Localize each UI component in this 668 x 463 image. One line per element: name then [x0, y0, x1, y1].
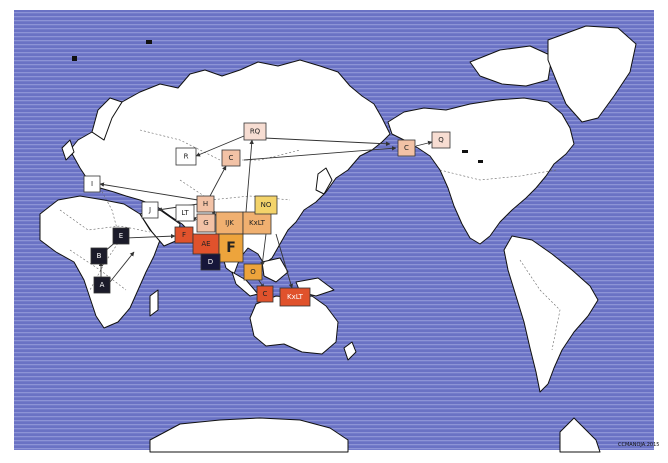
- haplogroup-label: A: [100, 281, 105, 289]
- haplogroup-box-r: R: [175, 147, 197, 166]
- haplogroup-box-g: G: [196, 213, 216, 233]
- lake-mark: [462, 150, 468, 153]
- haplogroup-label: B: [97, 252, 102, 260]
- britain-landmass: [61, 139, 75, 161]
- arrow-h-to-i: [99, 182, 199, 201]
- arrow-e-to-f: [125, 233, 176, 239]
- haplogroup-box-f-red: F: [174, 226, 194, 244]
- haplogroup-box-j: J: [141, 201, 159, 219]
- landmasses: [39, 25, 637, 453]
- haplogroup-box-fill: [196, 213, 216, 233]
- island-mark: [146, 40, 152, 44]
- haplogroup-label: E: [119, 232, 123, 240]
- arrow-a-to-east: [109, 251, 135, 283]
- haplogroup-box-fill: [221, 149, 241, 167]
- haplogroup-box-kxlt: KxLT: [242, 211, 272, 235]
- haplogroup-label: H: [203, 200, 208, 208]
- south-america-landmass: [503, 235, 599, 393]
- haplogroup-box-d: D: [200, 253, 221, 271]
- haplogroup-box-fill: [279, 287, 311, 307]
- haplogroup-box-fill: [397, 139, 416, 157]
- arrow-ijk-to-rq: [245, 139, 254, 213]
- haplogroup-label: D: [208, 258, 213, 266]
- haplogroup-label: F: [226, 240, 236, 256]
- haplogroup-box-no: NO: [254, 195, 278, 215]
- haplogroup-box-fill: [83, 175, 101, 193]
- haplogroup-box-b: B: [90, 247, 108, 265]
- scandinavia-landmass: [91, 97, 123, 141]
- arrow-kxlt-to-o: [260, 233, 267, 267]
- haplogroup-box-h: H: [196, 195, 215, 213]
- haplogroup-label: J: [148, 206, 151, 214]
- haplogroup-box-c-alaska: C: [397, 139, 416, 157]
- arrow-h-to-c: [209, 165, 227, 197]
- arctic-islands-landmass: [469, 45, 553, 87]
- haplogroup-box-c-aus: C: [256, 285, 274, 303]
- haplogroup-label: Q: [438, 136, 444, 144]
- haplogroup-label: KxLT: [287, 293, 304, 301]
- haplogroup-box-fill: [112, 227, 130, 245]
- new-zealand-landmass: [343, 341, 357, 361]
- japan-landmass: [315, 167, 333, 195]
- haplogroup-label: LT: [181, 209, 189, 217]
- haplogroup-box-c-north: C: [221, 149, 241, 167]
- island-mark: [72, 56, 77, 61]
- haplogroup-box-fill: [254, 195, 278, 215]
- small-features: [72, 40, 483, 163]
- arrow-c-to-c-alaska: [243, 146, 397, 161]
- greenland-landmass: [547, 25, 637, 123]
- lake-mark: [478, 160, 483, 163]
- haplogroup-box-fill: [175, 204, 195, 222]
- haplogroup-box-fill: [243, 122, 267, 141]
- haplogroup-box-fill: [175, 147, 197, 166]
- haplogroup-box-fill: [218, 233, 244, 263]
- arrow-c-to-q: [415, 140, 433, 147]
- haplogroup-box-kxlt-aus: KxLT: [279, 287, 311, 307]
- haplogroup-label: I: [91, 180, 93, 188]
- haplogroup-box-a: A: [93, 276, 111, 294]
- haplogroup-label: G: [203, 219, 208, 227]
- haplogroup-label: O: [250, 268, 256, 276]
- haplogroup-box-rq: RQ: [243, 122, 267, 141]
- haplogroup-boxes: RQ R C C Q I J LT H G IJK KxLT NO F AE F D E B A O C KxLT: [83, 122, 451, 307]
- haplogroup-box-fill: [90, 247, 108, 265]
- haplogroup-box-lt: LT: [175, 204, 195, 222]
- haplogroup-label: RQ: [250, 128, 261, 136]
- haplogroup-label: NO: [261, 201, 272, 209]
- haplogroup-label: AE: [201, 240, 210, 248]
- haplogroup-label: R: [184, 153, 189, 161]
- haplogroup-label: KxLT: [249, 219, 266, 227]
- haplogroup-box-fill: [243, 263, 263, 281]
- haplogroup-box-fill: [431, 131, 451, 149]
- arrow-kxlt-to-kxlt-aus: [275, 233, 294, 289]
- haplogroup-box-ijk: IJK: [215, 211, 244, 235]
- haplogroup-box-o: O: [243, 263, 263, 281]
- haplogroup-box-f: F: [218, 233, 244, 263]
- haplogroup-box-fill: [256, 285, 274, 303]
- haplogroup-box-fill: [196, 195, 215, 213]
- antarctica-peninsula-landmass: [559, 417, 601, 453]
- arrow-kxlt-to-rq: [263, 137, 391, 147]
- antarctica-landmass: [149, 417, 349, 453]
- haplogroup-label: F: [182, 231, 186, 239]
- haplogroup-box-ae: AE: [192, 233, 220, 255]
- madagascar-landmass: [149, 289, 159, 317]
- haplogroup-label: C: [229, 154, 234, 162]
- haplogroup-box-i: I: [83, 175, 101, 193]
- haplogroup-box-e: E: [112, 227, 130, 245]
- haplogroup-box-fill: [141, 201, 159, 219]
- borneo-landmass: [261, 257, 289, 283]
- haplogroup-box-fill: [200, 253, 221, 271]
- haplogroup-box-fill: [93, 276, 111, 294]
- haplogroup-label: IJK: [225, 219, 234, 227]
- haplogroup-label: C: [404, 144, 409, 152]
- arrow-rq-to-r: [195, 135, 245, 157]
- credit-text: CCMANOJA.2015: [618, 442, 659, 448]
- haplogroup-box-q: Q: [431, 131, 451, 149]
- haplogroup-label: C: [263, 290, 268, 298]
